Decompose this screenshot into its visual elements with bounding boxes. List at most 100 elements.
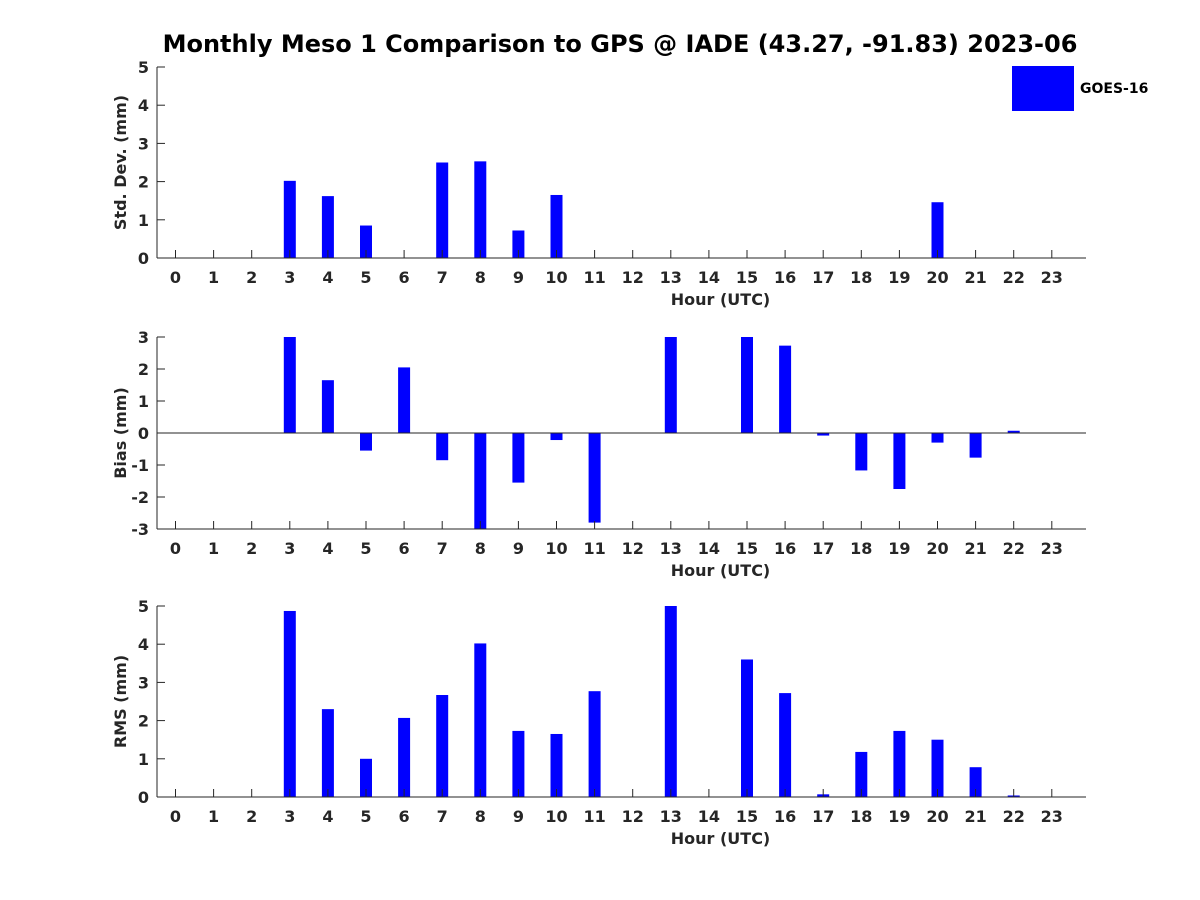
x-tick-label: 0 (170, 268, 181, 287)
x-tick-label: 17 (812, 268, 834, 287)
x-tick-label: 5 (360, 268, 371, 287)
x-tick-label: 13 (660, 539, 682, 558)
x-tick-label: 4 (322, 539, 333, 558)
x-tick-label: 8 (475, 539, 486, 558)
bar-hour-8 (474, 433, 487, 529)
x-tick-label: 6 (399, 539, 410, 558)
y-tick-label: 1 (138, 211, 149, 230)
bar-hour-6 (398, 717, 411, 797)
x-tick-label: 3 (284, 807, 295, 826)
y-tick-label: 4 (138, 635, 149, 654)
x-tick-label: 18 (850, 268, 872, 287)
bar-hour-5 (360, 433, 372, 451)
x-tick-label: 3 (284, 268, 295, 287)
bar-hour-3 (283, 180, 296, 258)
x-tick-label: 23 (1041, 539, 1063, 558)
x-tick-label: 14 (698, 807, 720, 826)
x-tick-label: 6 (399, 268, 410, 287)
x-tick-label: 9 (513, 539, 524, 558)
x-tick-label: 12 (622, 807, 644, 826)
bar-hour-8 (474, 161, 487, 258)
x-tick-label: 16 (774, 807, 796, 826)
bar-hour-18 (855, 751, 868, 797)
bar-hour-11 (588, 691, 601, 797)
x-tick-label: 20 (926, 268, 948, 287)
x-tick-label: 23 (1041, 268, 1063, 287)
x-tick-label: 22 (1003, 268, 1025, 287)
y-tick-label: 2 (138, 712, 149, 731)
bar-hour-7 (436, 695, 449, 797)
bar-hour-17 (817, 433, 830, 436)
y-tick-label: 3 (138, 328, 149, 347)
y-tick-label: 3 (138, 134, 149, 153)
x-tick-label: 1 (208, 539, 219, 558)
y-tick-label: 2 (138, 360, 149, 379)
bar-hour-9 (512, 230, 525, 258)
bar-hour-20 (931, 433, 944, 443)
bar-hour-18 (855, 433, 868, 471)
x-tick-label: 5 (360, 807, 371, 826)
bar-hour-8 (474, 643, 487, 797)
x-tick-label: 16 (774, 268, 796, 287)
bar-hour-4 (321, 709, 334, 797)
bar-hour-10 (550, 194, 563, 258)
bar-hour-4 (321, 196, 334, 258)
x-tick-label: 22 (1003, 539, 1025, 558)
bar-hour-7 (436, 433, 449, 461)
bar-hour-10 (550, 733, 563, 797)
y-axis-label: Std. Dev. (mm) (111, 95, 130, 230)
bar-hour-19 (893, 433, 906, 489)
x-axis-label: Hour (UTC) (671, 290, 771, 309)
x-tick-label: 5 (360, 539, 371, 558)
x-tick-label: 13 (660, 807, 682, 826)
x-axis-label: Hour (UTC) (671, 561, 771, 580)
y-tick-label: -1 (131, 456, 149, 475)
bar-hour-22 (1007, 430, 1020, 433)
y-axis-label: RMS (mm) (111, 655, 130, 748)
x-tick-label: 3 (284, 539, 295, 558)
bar-hour-10 (550, 433, 563, 441)
bar-hour-21 (969, 767, 982, 797)
x-tick-label: 10 (545, 807, 567, 826)
bar-hour-11 (588, 433, 601, 523)
x-tick-label: 20 (926, 807, 948, 826)
bar-hour-7 (436, 162, 449, 258)
x-tick-label: 8 (475, 807, 486, 826)
bar-hour-5 (360, 758, 372, 797)
bar-hour-15 (741, 659, 753, 797)
bar-hour-20 (931, 202, 944, 258)
legend-swatch (1012, 66, 1074, 111)
x-tick-label: 0 (170, 807, 181, 826)
x-tick-label: 21 (964, 807, 986, 826)
y-tick-label: -3 (131, 520, 149, 539)
x-tick-label: 12 (622, 268, 644, 287)
bar-hour-5 (360, 225, 372, 258)
x-tick-label: 10 (545, 268, 567, 287)
x-tick-label: 15 (736, 268, 758, 287)
bar-hour-13 (664, 606, 677, 797)
bar-hour-16 (779, 693, 792, 797)
legend-label: GOES-16 (1080, 80, 1149, 97)
x-tick-label: 9 (513, 268, 524, 287)
x-tick-label: 19 (888, 539, 910, 558)
bar-hour-20 (931, 739, 944, 797)
y-axis-label: Bias (mm) (111, 387, 130, 479)
y-tick-label: 1 (138, 750, 149, 769)
x-tick-label: 1 (208, 807, 219, 826)
x-tick-label: 11 (583, 268, 605, 287)
x-tick-label: 7 (437, 268, 448, 287)
legend: GOES-16 (1012, 66, 1148, 111)
bar-hour-13 (664, 337, 677, 433)
x-tick-label: 0 (170, 539, 181, 558)
bar-hour-3 (283, 610, 296, 797)
x-tick-label: 20 (926, 539, 948, 558)
x-tick-label: 23 (1041, 807, 1063, 826)
x-tick-label: 9 (513, 807, 524, 826)
x-tick-label: 7 (437, 807, 448, 826)
x-tick-label: 1 (208, 268, 219, 287)
x-tick-label: 12 (622, 539, 644, 558)
x-tick-label: 6 (399, 807, 410, 826)
